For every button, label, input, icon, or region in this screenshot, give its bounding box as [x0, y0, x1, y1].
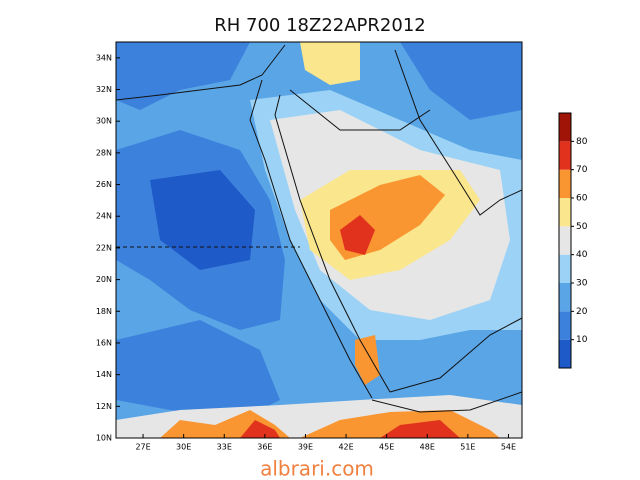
coastline — [274, 94, 391, 393]
lat-label: 18N — [96, 307, 112, 316]
colorbar-swatch — [559, 311, 571, 340]
lon-label: 36E — [257, 443, 272, 452]
colorbar-label: 10 — [576, 335, 588, 345]
coastline — [249, 79, 373, 399]
colorbar-label: 70 — [576, 165, 588, 175]
colorbar-label: 30 — [576, 279, 588, 289]
lon-label: 54E — [501, 443, 516, 452]
colorbar-swatch — [559, 113, 571, 142]
title: RH 700 18Z22APR2012 — [214, 15, 425, 36]
colorbar-swatch — [559, 141, 571, 170]
lat-label: 16N — [96, 338, 112, 347]
lat-label: 12N — [96, 402, 112, 411]
lat-label: 34N — [96, 53, 112, 62]
coastline — [116, 44, 286, 101]
colorbar-swatch — [559, 254, 571, 283]
lon-label: 33E — [217, 443, 232, 452]
field-area — [150, 170, 255, 270]
colorbar-label: 20 — [576, 307, 588, 317]
field-area — [300, 42, 360, 85]
coastline — [394, 49, 522, 216]
colorbar-swatch — [559, 283, 571, 312]
lon-label: 48E — [420, 443, 435, 452]
colorbar-label: 40 — [576, 250, 588, 260]
lat-label: 26N — [96, 180, 112, 189]
field-area — [400, 42, 522, 120]
watermark: albrari.com — [260, 457, 374, 480]
colorbar-swatch — [559, 226, 571, 255]
colorbar-label: 80 — [576, 137, 588, 147]
lon-label: 30E — [176, 443, 191, 452]
lon-label: 39E — [298, 443, 313, 452]
colorbar-label: 60 — [576, 194, 588, 204]
field-area — [116, 42, 250, 110]
coastline — [371, 391, 522, 413]
lon-label: 51E — [460, 443, 475, 452]
colorbar-swatch — [559, 169, 571, 198]
field-area — [116, 320, 280, 420]
lat-label: 28N — [96, 148, 112, 157]
lat-label: 22N — [96, 243, 112, 252]
colorbar-swatch — [559, 339, 571, 368]
lat-label: 24N — [96, 212, 112, 221]
coastline — [389, 317, 522, 393]
field-area — [355, 335, 380, 385]
lon-label: 45E — [379, 443, 394, 452]
colorbar-swatch — [559, 198, 571, 227]
lat-label: 10N — [96, 434, 112, 443]
lat-label: 14N — [96, 370, 112, 379]
rh-field — [116, 42, 522, 438]
map-frame — [115, 41, 523, 439]
border — [289, 89, 431, 131]
lon-label: 27E — [135, 443, 150, 452]
lat-label: 32N — [96, 85, 112, 94]
colorbar-frame — [558, 112, 572, 369]
lon-label: 42E — [338, 443, 353, 452]
colorbar-label: 50 — [576, 222, 588, 232]
field-area — [240, 420, 460, 438]
lat-label: 30N — [96, 117, 112, 126]
lat-label: 20N — [96, 275, 112, 284]
field-area — [340, 215, 375, 255]
